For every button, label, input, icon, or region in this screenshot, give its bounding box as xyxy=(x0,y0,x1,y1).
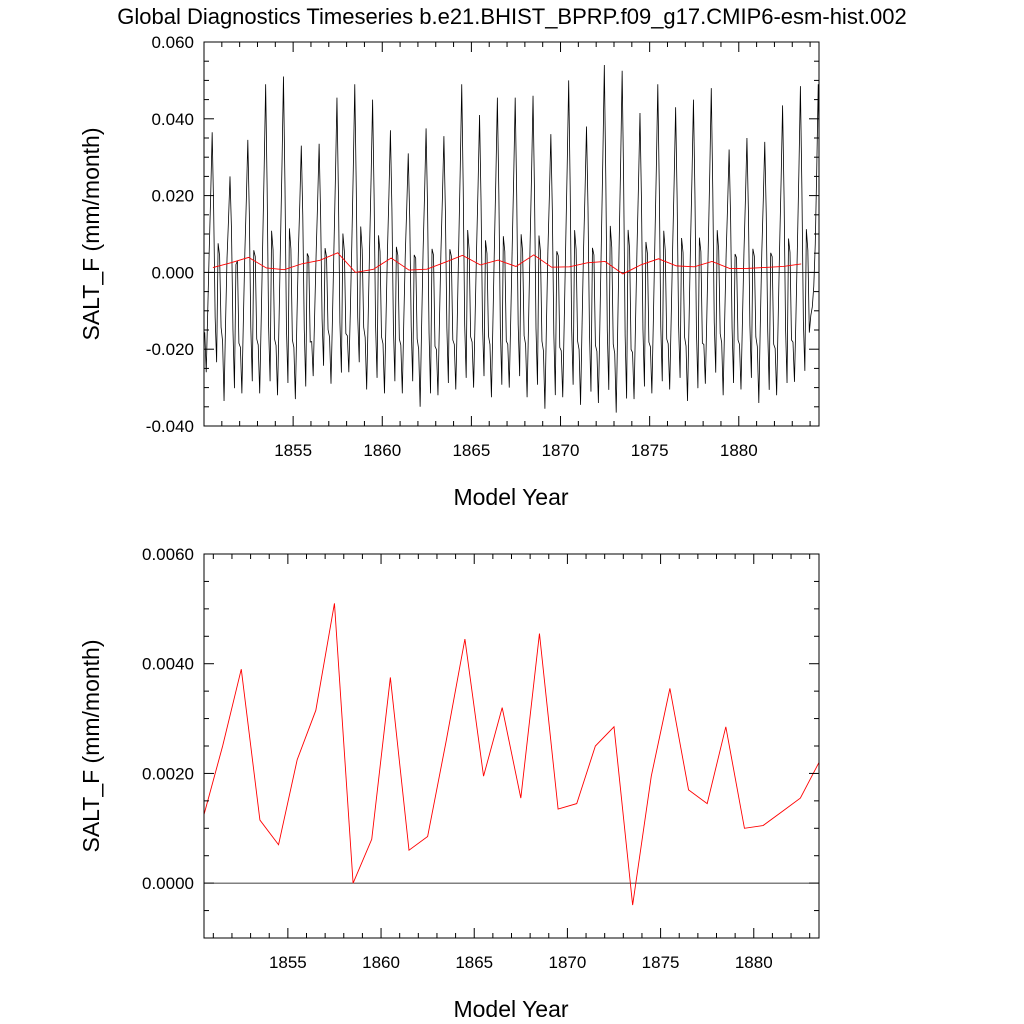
top-y-axis-label: SALT_F (mm/month) xyxy=(78,128,104,341)
top-y-tick-label: 0.060 xyxy=(151,33,194,52)
top-x-tick-label: 1855 xyxy=(274,441,312,460)
top-plot-area xyxy=(204,65,819,413)
top-series-0-line xyxy=(204,65,819,413)
bottom-x-tick-label: 1875 xyxy=(642,953,680,972)
bottom-x-tick-label: 1880 xyxy=(735,953,773,972)
top-x-tick-label: 1870 xyxy=(542,441,580,460)
top-x-tick-label: 1880 xyxy=(720,441,758,460)
bottom-plot-frame xyxy=(203,553,820,939)
bottom-ticks xyxy=(204,553,819,939)
top-y-tick-label: 0.020 xyxy=(151,187,194,206)
top-y-tick-label: 0.000 xyxy=(151,263,194,282)
bottom-y-tick-label: 0.0060 xyxy=(142,545,194,564)
top-y-tick-label: -0.020 xyxy=(146,340,194,359)
bottom-panel: Model Year SALT_F (mm/month) 1855 1860 186… xyxy=(78,545,820,1022)
bottom-plot-marks xyxy=(204,603,819,906)
figure-title: Global Diagnostics Timeseries b.e21.BHIS… xyxy=(117,4,907,29)
top-y-tick-label: -0.040 xyxy=(146,417,194,436)
top-series-1-line xyxy=(212,252,802,275)
bottom-series-0-line xyxy=(204,603,819,906)
top-x-tick-label: 1860 xyxy=(363,441,401,460)
top-ticks xyxy=(203,41,819,427)
top-panel: Model Year SALT_F (mm/month) 1855 1860 186… xyxy=(78,33,820,510)
bottom-x-tick-label: 1860 xyxy=(362,953,400,972)
bottom-x-tick-label: 1870 xyxy=(548,953,586,972)
top-x-tick-label: 1875 xyxy=(631,441,669,460)
top-x-tick-label: 1865 xyxy=(452,441,490,460)
bottom-y-tick-label: 0.0020 xyxy=(142,764,194,783)
top-x-axis-label: Model Year xyxy=(453,484,568,510)
bottom-y-axis-label: SALT_F (mm/month) xyxy=(78,640,104,853)
bottom-plot-area xyxy=(204,603,819,906)
top-y-tick-label: 0.040 xyxy=(151,110,194,129)
bottom-y-tick-label: 0.0000 xyxy=(142,874,194,893)
bottom-x-tick-label: 1855 xyxy=(269,953,307,972)
bottom-y-tick-label: 0.0040 xyxy=(142,655,194,674)
bottom-x-tick-label: 1865 xyxy=(455,953,493,972)
top-plot-marks xyxy=(204,65,819,413)
bottom-x-axis-label: Model Year xyxy=(453,996,568,1022)
